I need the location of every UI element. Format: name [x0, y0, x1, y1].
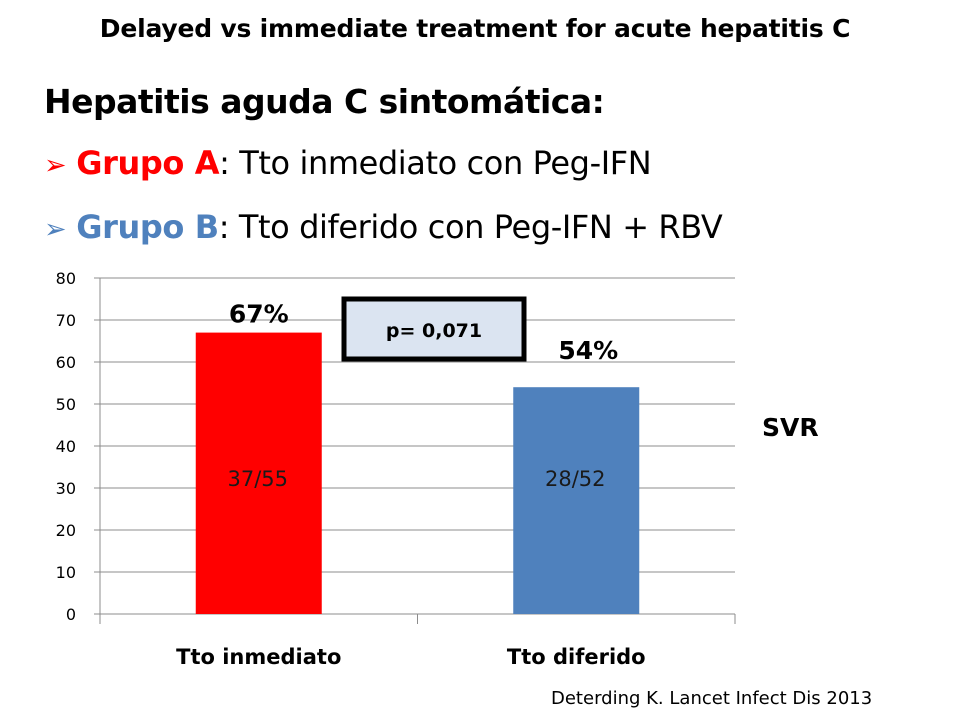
- group-a-name: Grupo A: [76, 144, 220, 182]
- p-value-label: p= 0,071: [386, 320, 482, 342]
- svr-label: SVR: [762, 413, 819, 442]
- y-tick-label: 80: [56, 269, 76, 288]
- citation: Deterding K. Lancet Infect Dis 2013: [551, 688, 873, 709]
- y-tick-label: 40: [56, 437, 76, 456]
- group-b-line: ➢ Grupo B: Tto diferido con Peg-IFN + RBV: [44, 208, 723, 246]
- group-a-description: : Tto inmediato con Peg-IFN: [219, 144, 652, 182]
- x-category-label: Tto inmediato: [176, 645, 341, 669]
- arrow-bullet-icon: ➢: [44, 214, 67, 245]
- bar-deferred: [513, 387, 640, 614]
- bar-inner-label: 28/52: [545, 467, 606, 491]
- p-value-box: [341, 296, 527, 362]
- group-b-name: Grupo B: [76, 208, 219, 246]
- y-tick-label: 10: [56, 563, 76, 582]
- y-tick-label: 60: [56, 353, 76, 372]
- bar-immediate: [195, 332, 322, 614]
- bar-inner-label: 37/55: [227, 467, 288, 491]
- y-tick-label: 50: [56, 395, 76, 414]
- arrow-bullet-icon: ➢: [44, 150, 67, 181]
- y-tick-label: 30: [56, 479, 76, 498]
- x-category-label: Tto diferido: [507, 645, 646, 669]
- slide-subtitle: Hepatitis aguda C sintomática:: [44, 82, 605, 121]
- bar-value-label: 67%: [229, 300, 289, 329]
- slide-title: Delayed vs immediate treatment for acute…: [99, 14, 851, 43]
- group-a-line: ➢ Grupo A: Tto inmediato con Peg-IFN: [44, 144, 652, 182]
- bar-value-label: 54%: [558, 336, 618, 365]
- group-b-description: : Tto diferido con Peg-IFN + RBV: [218, 208, 723, 246]
- y-tick-label: 70: [56, 311, 76, 330]
- y-tick-label: 0: [66, 605, 76, 624]
- y-tick-label: 20: [56, 521, 76, 540]
